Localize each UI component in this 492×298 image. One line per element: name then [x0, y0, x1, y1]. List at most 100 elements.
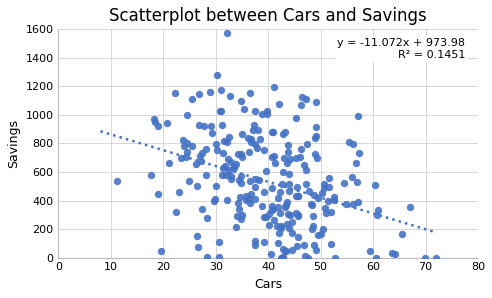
Point	[216, 108, 224, 113]
Point	[245, 136, 252, 140]
Point	[237, 217, 245, 222]
Point	[183, 149, 191, 154]
Point	[325, 184, 333, 189]
Point	[406, 204, 414, 209]
Point	[301, 243, 308, 247]
Point	[327, 209, 335, 214]
Point	[113, 179, 121, 183]
Point	[275, 231, 283, 235]
Point	[312, 99, 320, 104]
Point	[283, 222, 291, 226]
Point	[355, 151, 363, 156]
Point	[234, 201, 242, 205]
Point	[227, 176, 235, 181]
Point	[258, 204, 266, 208]
Point	[225, 167, 233, 172]
Point	[286, 156, 294, 161]
Point	[276, 210, 283, 215]
Point	[284, 212, 292, 217]
Point	[237, 98, 245, 103]
Point	[264, 109, 272, 114]
Point	[177, 156, 185, 160]
Point	[251, 239, 259, 244]
Point	[239, 155, 246, 159]
Point	[320, 186, 328, 190]
Point	[286, 212, 294, 217]
Point	[285, 188, 293, 193]
Point	[234, 152, 242, 157]
Point	[308, 202, 316, 207]
Point	[251, 109, 259, 114]
Point	[165, 161, 173, 165]
Point	[237, 152, 245, 156]
Point	[277, 223, 285, 228]
Point	[432, 255, 440, 260]
Point	[268, 207, 276, 212]
Point	[203, 173, 211, 178]
Point	[260, 239, 268, 244]
Point	[277, 255, 284, 260]
Point	[193, 234, 201, 238]
Point	[307, 201, 315, 206]
Point	[293, 244, 301, 249]
Point	[310, 192, 318, 197]
Point	[320, 181, 328, 186]
Point	[253, 146, 261, 150]
X-axis label: Cars: Cars	[254, 278, 282, 291]
Point	[213, 73, 221, 77]
Point	[265, 222, 273, 227]
Point	[271, 161, 278, 166]
Point	[260, 148, 268, 153]
Text: y = -11.072x + 973.98
R² = 0.1451: y = -11.072x + 973.98 R² = 0.1451	[338, 38, 465, 60]
Point	[331, 255, 339, 260]
Point	[192, 162, 200, 167]
Point	[232, 225, 240, 230]
Point	[354, 200, 362, 204]
Point	[298, 94, 306, 99]
Point	[292, 211, 300, 216]
Point	[245, 150, 253, 155]
Point	[215, 255, 223, 260]
Point	[195, 91, 203, 96]
Point	[208, 131, 216, 136]
Point	[183, 141, 190, 146]
Point	[292, 194, 300, 199]
Point	[251, 185, 259, 190]
Point	[224, 156, 232, 161]
Point	[242, 193, 249, 198]
Point	[268, 129, 276, 134]
Point	[258, 112, 266, 117]
Point	[282, 248, 290, 253]
Point	[260, 215, 268, 220]
Point	[301, 253, 309, 258]
Point	[262, 215, 270, 220]
Point	[297, 147, 305, 152]
Point	[312, 133, 320, 138]
Point	[283, 161, 291, 166]
Point	[288, 248, 296, 252]
Point	[268, 203, 276, 208]
Point	[193, 184, 201, 188]
Point	[238, 174, 246, 179]
Point	[312, 125, 320, 130]
Title: Scatterplot between Cars and Savings: Scatterplot between Cars and Savings	[109, 7, 427, 25]
Point	[206, 90, 214, 94]
Point	[283, 199, 291, 204]
Point	[388, 250, 396, 255]
Point	[256, 136, 264, 141]
Point	[197, 159, 205, 163]
Point	[238, 132, 246, 136]
Point	[284, 150, 292, 154]
Point	[151, 119, 159, 124]
Point	[296, 155, 304, 159]
Point	[268, 155, 276, 160]
Point	[330, 198, 338, 202]
Point	[269, 130, 277, 134]
Point	[265, 211, 273, 216]
Point	[355, 114, 363, 119]
Point	[275, 240, 282, 245]
Point	[185, 179, 193, 184]
Point	[285, 181, 293, 186]
Point	[202, 147, 210, 152]
Point	[260, 189, 268, 194]
